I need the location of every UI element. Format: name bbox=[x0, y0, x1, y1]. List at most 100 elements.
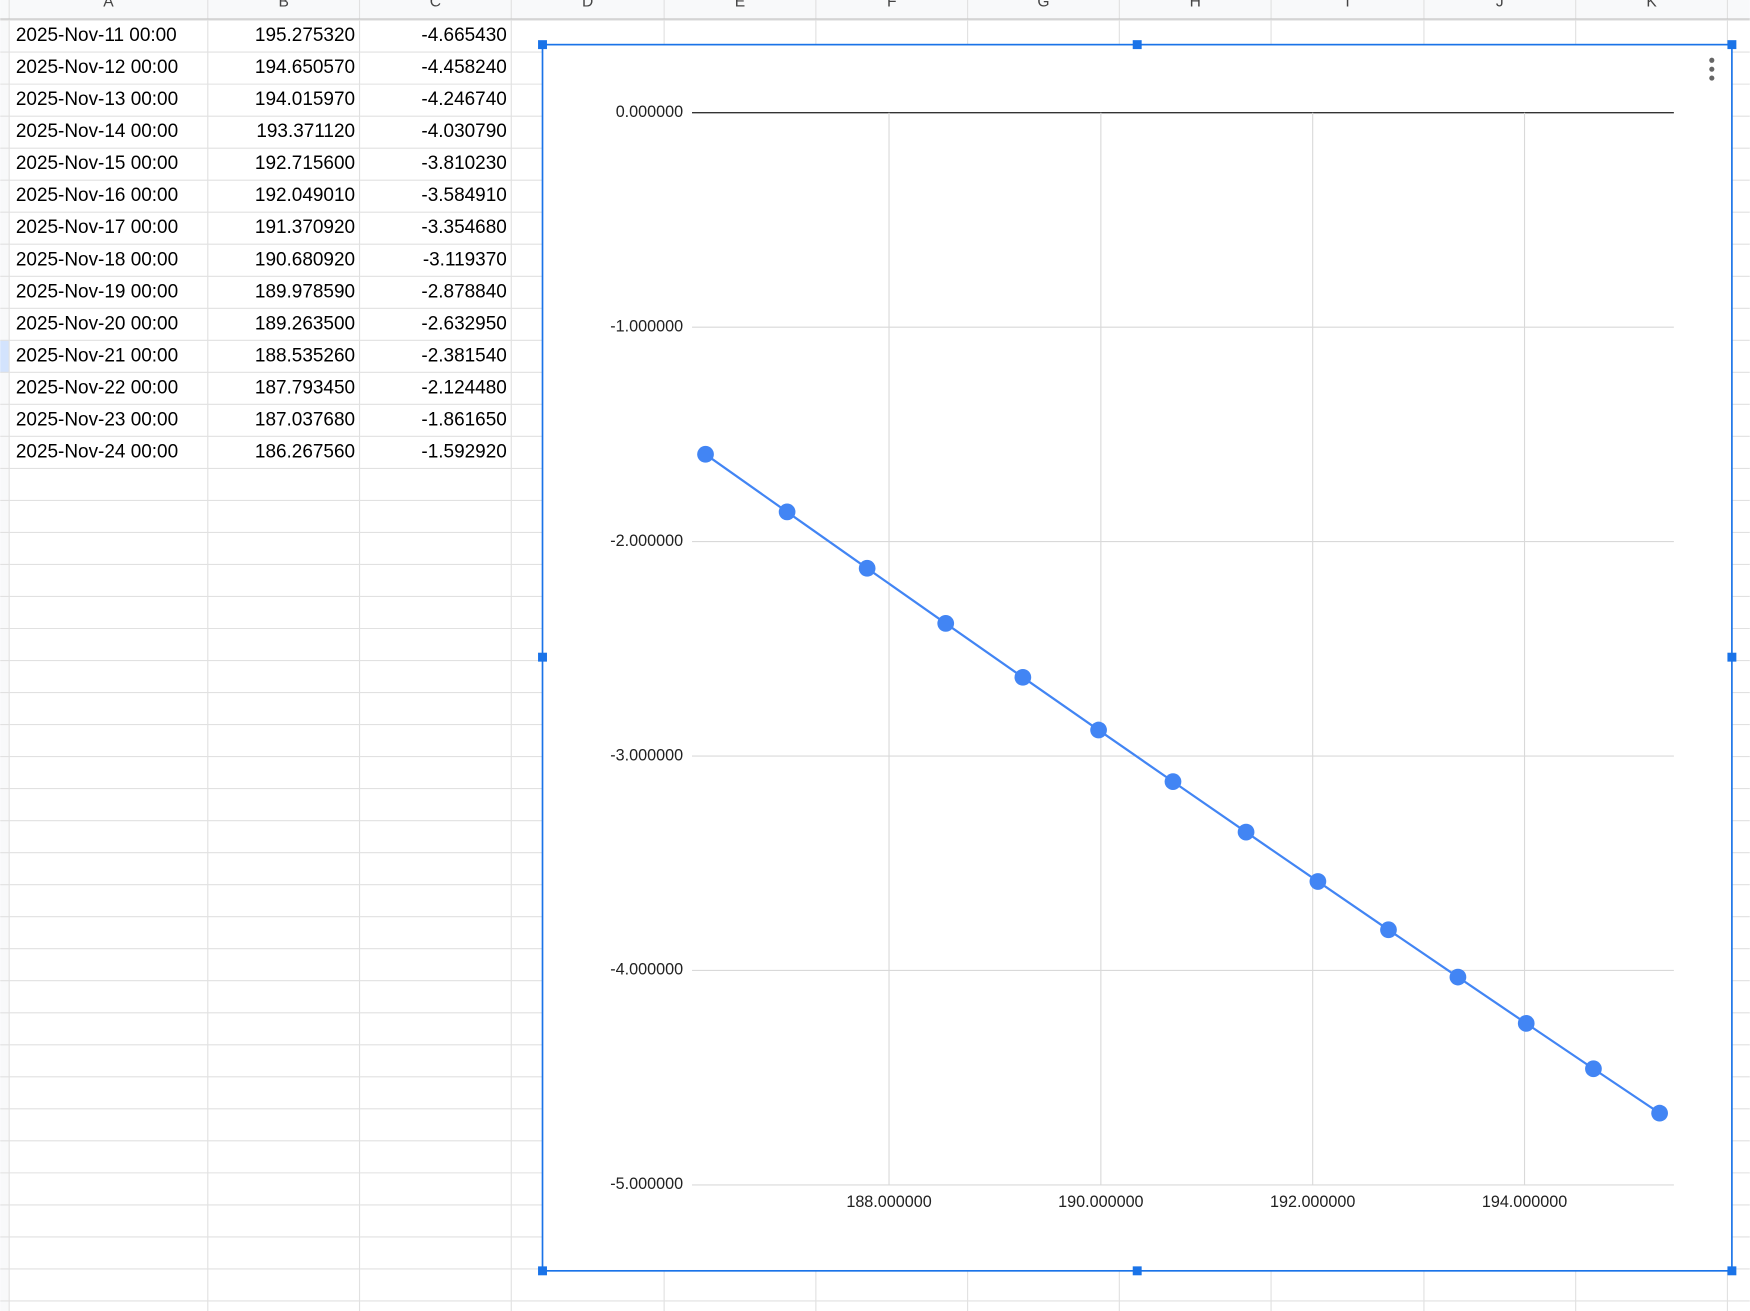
y-tick-label: -5.000000 bbox=[610, 1175, 683, 1193]
y-tick-label: -1.000000 bbox=[610, 317, 683, 335]
cell-text[interactable]: 2025-Nov-15 00:00 bbox=[16, 153, 178, 174]
plot: 0.000000 -1.000000 -2.000000 -3.000000 -4.00… bbox=[610, 103, 1674, 1211]
cell-text[interactable]: 2025-Nov-22 00:00 bbox=[16, 377, 178, 398]
cell-text[interactable]: -2.124480 bbox=[421, 377, 506, 398]
cell-text[interactable]: -2.381540 bbox=[421, 345, 506, 366]
cell-text[interactable]: 192.049010 bbox=[255, 185, 355, 206]
cell-text[interactable]: -4.665430 bbox=[421, 25, 506, 46]
column-header[interactable]: J bbox=[1496, 0, 1504, 10]
cell-text[interactable]: 189.978590 bbox=[255, 281, 355, 302]
column-header[interactable]: A bbox=[103, 0, 114, 10]
cell-text[interactable]: 2025-Nov-18 00:00 bbox=[16, 249, 178, 270]
cell-text[interactable]: 194.015970 bbox=[255, 89, 355, 110]
row-highlight bbox=[0, 340, 10, 373]
y-tick-label: -3.000000 bbox=[610, 746, 683, 764]
cell-text[interactable]: -3.354680 bbox=[421, 217, 506, 238]
data-point bbox=[1449, 968, 1467, 986]
cell-text[interactable]: 186.267560 bbox=[255, 441, 355, 462]
column-header[interactable]: D bbox=[582, 0, 593, 10]
menu-dot bbox=[1709, 66, 1715, 72]
data-point bbox=[778, 503, 796, 521]
resize-handle[interactable] bbox=[538, 1266, 547, 1276]
cell-text[interactable]: -4.030790 bbox=[421, 121, 506, 142]
y-tick-label: -2.000000 bbox=[610, 532, 683, 550]
x-tick-label: 192.000000 bbox=[1270, 1193, 1355, 1211]
cell-text[interactable]: -1.861650 bbox=[421, 409, 506, 430]
y-tick-label: 0.000000 bbox=[616, 103, 683, 121]
cell-text[interactable]: 2025-Nov-13 00:00 bbox=[16, 89, 178, 110]
data-point bbox=[1164, 773, 1182, 790]
cell-text[interactable]: 195.275320 bbox=[255, 25, 355, 46]
data-point bbox=[858, 559, 876, 577]
cell-text[interactable]: 2025-Nov-24 00:00 bbox=[16, 441, 178, 462]
cell-text[interactable]: 2025-Nov-21 00:00 bbox=[16, 345, 178, 366]
x-tick-label: 188.000000 bbox=[846, 1193, 931, 1211]
cell-text[interactable]: -4.458240 bbox=[421, 57, 506, 78]
chart-object[interactable]: 0.000000 -1.000000 -2.000000 -3.000000 -4.00… bbox=[538, 40, 1737, 1276]
data-point bbox=[1014, 668, 1032, 686]
resize-handle[interactable] bbox=[538, 652, 547, 662]
chart-frame[interactable] bbox=[541, 43, 1733, 1272]
cell-text[interactable]: 194.650570 bbox=[255, 57, 355, 78]
column-header[interactable]: H bbox=[1190, 0, 1201, 10]
cells: A B C D E F G H I J K 2025-Nov-11 00:00 195.275320 -4… bbox=[16, 0, 1657, 462]
resize-handles[interactable] bbox=[538, 40, 1737, 1276]
cell-text[interactable]: -4.246740 bbox=[421, 89, 506, 110]
cell-text[interactable]: 2025-Nov-11 00:00 bbox=[16, 25, 177, 46]
cell-text[interactable]: 188.535260 bbox=[255, 345, 355, 366]
cell-text[interactable]: 190.680920 bbox=[255, 249, 355, 270]
cell-text[interactable]: 2025-Nov-20 00:00 bbox=[16, 313, 178, 334]
cell-text[interactable]: -2.632950 bbox=[421, 313, 506, 334]
cell-text[interactable]: 2025-Nov-14 00:00 bbox=[16, 121, 178, 142]
data-point bbox=[1237, 823, 1255, 841]
column-header[interactable]: G bbox=[1037, 0, 1049, 10]
cell-text[interactable]: 2025-Nov-17 00:00 bbox=[16, 217, 178, 238]
data-point bbox=[937, 615, 955, 632]
column-header[interactable]: I bbox=[1345, 0, 1349, 10]
column-header[interactable]: K bbox=[1646, 0, 1657, 10]
resize-handle[interactable] bbox=[1727, 652, 1737, 662]
chart-menu[interactable] bbox=[1709, 57, 1715, 81]
cell-text[interactable]: 2025-Nov-12 00:00 bbox=[16, 57, 178, 78]
data-point bbox=[1309, 873, 1327, 890]
data-point bbox=[1090, 721, 1107, 739]
data-point bbox=[1380, 921, 1397, 939]
column-header[interactable]: E bbox=[735, 0, 745, 10]
series-line bbox=[704, 453, 1661, 1115]
column-header[interactable]: F bbox=[887, 0, 897, 10]
cell-text[interactable]: 189.263500 bbox=[255, 313, 355, 334]
data-point bbox=[697, 445, 714, 463]
cell-text[interactable]: 192.715600 bbox=[255, 153, 355, 174]
cell-text[interactable]: -3.584910 bbox=[421, 185, 506, 206]
x-tick-label: 194.000000 bbox=[1482, 1193, 1567, 1211]
column-header-bar bbox=[0, 0, 1750, 19]
resize-handle[interactable] bbox=[1727, 40, 1737, 50]
cell-text[interactable]: 2025-Nov-16 00:00 bbox=[16, 185, 178, 206]
cell-text[interactable]: 191.370920 bbox=[255, 217, 355, 238]
cell-text[interactable]: 2025-Nov-19 00:00 bbox=[16, 281, 178, 302]
cell-text[interactable]: 187.793450 bbox=[255, 377, 355, 398]
resize-handle[interactable] bbox=[538, 40, 547, 50]
data-point bbox=[1585, 1060, 1602, 1078]
cell-text[interactable]: 2025-Nov-23 00:00 bbox=[16, 409, 178, 430]
cell-text[interactable]: -3.119370 bbox=[423, 249, 507, 270]
row-header-bar bbox=[0, 0, 10, 1311]
y-tick-label: -4.000000 bbox=[610, 961, 683, 979]
cell-text[interactable]: -1.592920 bbox=[421, 441, 506, 462]
cell-text[interactable]: -2.878840 bbox=[421, 281, 506, 302]
cell-text[interactable]: 193.371120 bbox=[256, 121, 355, 142]
data-point bbox=[1651, 1104, 1668, 1122]
data-point bbox=[1517, 1015, 1535, 1032]
resize-handle[interactable] bbox=[1132, 40, 1142, 50]
column-header[interactable]: C bbox=[430, 0, 441, 10]
column-header[interactable]: B bbox=[278, 0, 288, 10]
menu-dot bbox=[1709, 57, 1715, 63]
menu-dot bbox=[1709, 75, 1715, 81]
cell-text[interactable]: 187.037680 bbox=[255, 409, 355, 430]
cell-text[interactable]: -3.810230 bbox=[421, 153, 506, 174]
x-tick-label: 190.000000 bbox=[1058, 1193, 1143, 1211]
resize-handle[interactable] bbox=[1132, 1266, 1142, 1276]
resize-handle[interactable] bbox=[1727, 1266, 1737, 1276]
